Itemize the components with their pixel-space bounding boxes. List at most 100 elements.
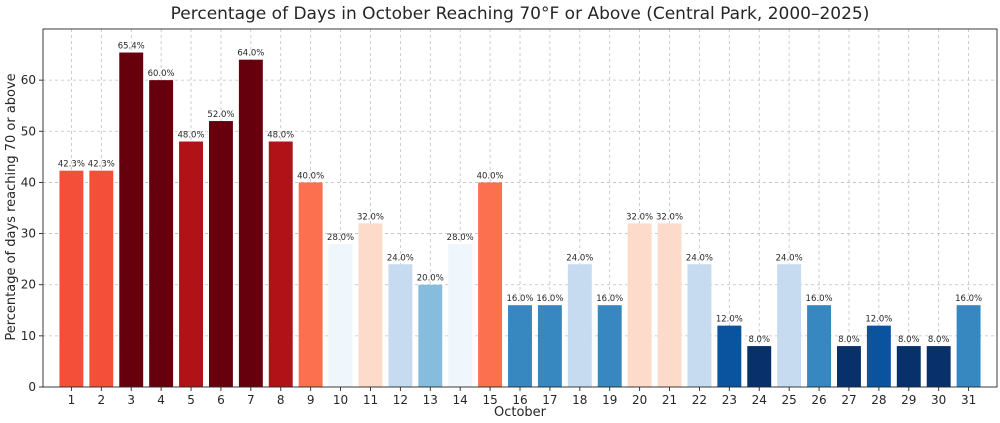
y-axis-label: Percentage of days reaching 70 or above — [4, 73, 19, 340]
bar-day-10 — [328, 243, 353, 387]
x-tick-label: 30 — [931, 393, 946, 407]
data-label: 48.0% — [178, 131, 205, 141]
x-tick-label: 10 — [333, 393, 348, 407]
data-labels-layer: 42.3% 42.3% 65.4% 60.0% 48.0% 52.0% 64.0% 48.0%… — [58, 42, 982, 346]
bar-day-4 — [149, 80, 174, 388]
x-tick-label: 15 — [482, 393, 497, 407]
data-label: 20.0% — [417, 274, 444, 284]
x-tick-label: 24 — [752, 393, 767, 407]
x-tick-label: 16 — [512, 393, 527, 407]
x-tick-label: 23 — [722, 393, 737, 407]
x-tick-label: 6 — [217, 393, 225, 407]
data-label: 64.0% — [237, 49, 264, 59]
data-label: 12.0% — [865, 315, 892, 325]
x-tick-label: 28 — [871, 393, 886, 407]
data-label: 52.0% — [207, 110, 234, 120]
data-label: 8.0% — [838, 335, 860, 345]
data-label: 16.0% — [536, 294, 563, 304]
x-tick-label: 5 — [187, 393, 195, 407]
bar-day-6 — [208, 121, 233, 388]
data-label: 16.0% — [596, 294, 623, 304]
data-label: 28.0% — [327, 233, 354, 243]
chart-title: Percentage of Days in October Reaching 7… — [171, 4, 870, 24]
data-label: 16.0% — [506, 294, 533, 304]
y-tick-label: 30 — [21, 227, 36, 241]
bar-day-13 — [418, 284, 443, 387]
x-tick-label: 3 — [127, 393, 135, 407]
data-label: 60.0% — [148, 69, 175, 79]
bar-day-3 — [119, 52, 144, 387]
x-tick-label: 20 — [632, 393, 647, 407]
plot-frame — [42, 28, 998, 388]
data-label: 40.0% — [297, 171, 324, 181]
x-tick-label: 12 — [393, 393, 408, 407]
bar-day-8 — [268, 141, 293, 387]
x-axis-label: October — [494, 405, 547, 420]
bar-day-19 — [597, 305, 622, 387]
bar-day-5 — [179, 141, 203, 387]
bar-day-30 — [926, 346, 951, 387]
data-label: 8.0% — [748, 335, 770, 345]
bar-day-11 — [358, 223, 383, 387]
bar-day-20 — [627, 223, 652, 387]
data-label: 24.0% — [387, 253, 414, 263]
bar-day-14 — [448, 243, 473, 387]
y-tick-label: 60 — [21, 73, 36, 87]
x-tick-label: 14 — [453, 393, 468, 407]
data-label: 42.3% — [58, 160, 85, 170]
bar-day-26 — [807, 305, 832, 387]
data-label: 32.0% — [357, 212, 384, 222]
data-label: 42.3% — [88, 160, 115, 170]
bar-day-29 — [896, 346, 921, 387]
bar-day-18 — [567, 264, 592, 387]
x-tick-label: 31 — [961, 393, 976, 407]
bar-day-28 — [866, 325, 891, 387]
y-tick-label: 10 — [21, 329, 36, 343]
bar-day-17 — [537, 305, 562, 387]
bar-day-1 — [59, 170, 84, 387]
bar-day-21 — [657, 223, 682, 387]
bar-day-27 — [837, 346, 861, 387]
data-label: 16.0% — [955, 294, 982, 304]
bar-day-12 — [388, 264, 413, 387]
bars-layer — [59, 52, 981, 388]
x-tick-label: 22 — [692, 393, 707, 407]
data-label: 12.0% — [716, 315, 743, 325]
bar-day-16 — [508, 305, 532, 387]
bar-day-23 — [717, 325, 742, 387]
x-tick-label: 29 — [901, 393, 916, 407]
data-label: 8.0% — [928, 335, 950, 345]
y-tick-label: 0 — [28, 380, 36, 394]
y-tick-label: 20 — [21, 278, 36, 292]
data-label: 24.0% — [776, 253, 803, 263]
x-tick-label: 9 — [307, 393, 315, 407]
data-label: 65.4% — [118, 42, 145, 52]
y-tick-label: 50 — [21, 124, 36, 138]
x-tick-label: 13 — [423, 393, 438, 407]
x-tick-label: 26 — [811, 393, 826, 407]
x-tick-label: 1 — [68, 393, 76, 407]
bar-day-22 — [687, 264, 712, 387]
x-tick-label: 4 — [157, 393, 165, 407]
data-label: 24.0% — [566, 253, 593, 263]
x-tick-label: 8 — [277, 393, 285, 407]
data-label: 8.0% — [898, 335, 920, 345]
bar-day-2 — [89, 170, 114, 387]
x-tick-label: 11 — [363, 393, 378, 407]
bar-day-25 — [777, 264, 802, 387]
bar-day-24 — [747, 346, 772, 387]
y-tick-label: 40 — [21, 175, 36, 189]
data-label: 28.0% — [447, 233, 474, 243]
data-label: 24.0% — [686, 253, 713, 263]
x-tick-label: 2 — [97, 393, 105, 407]
x-tick-label: 27 — [841, 393, 856, 407]
data-label: 32.0% — [626, 212, 653, 222]
x-tick-label: 25 — [782, 393, 797, 407]
bar-day-9 — [298, 182, 323, 387]
data-label: 40.0% — [477, 171, 504, 181]
data-label: 48.0% — [267, 131, 294, 141]
x-tick-label: 21 — [662, 393, 677, 407]
bar-day-15 — [478, 182, 503, 387]
